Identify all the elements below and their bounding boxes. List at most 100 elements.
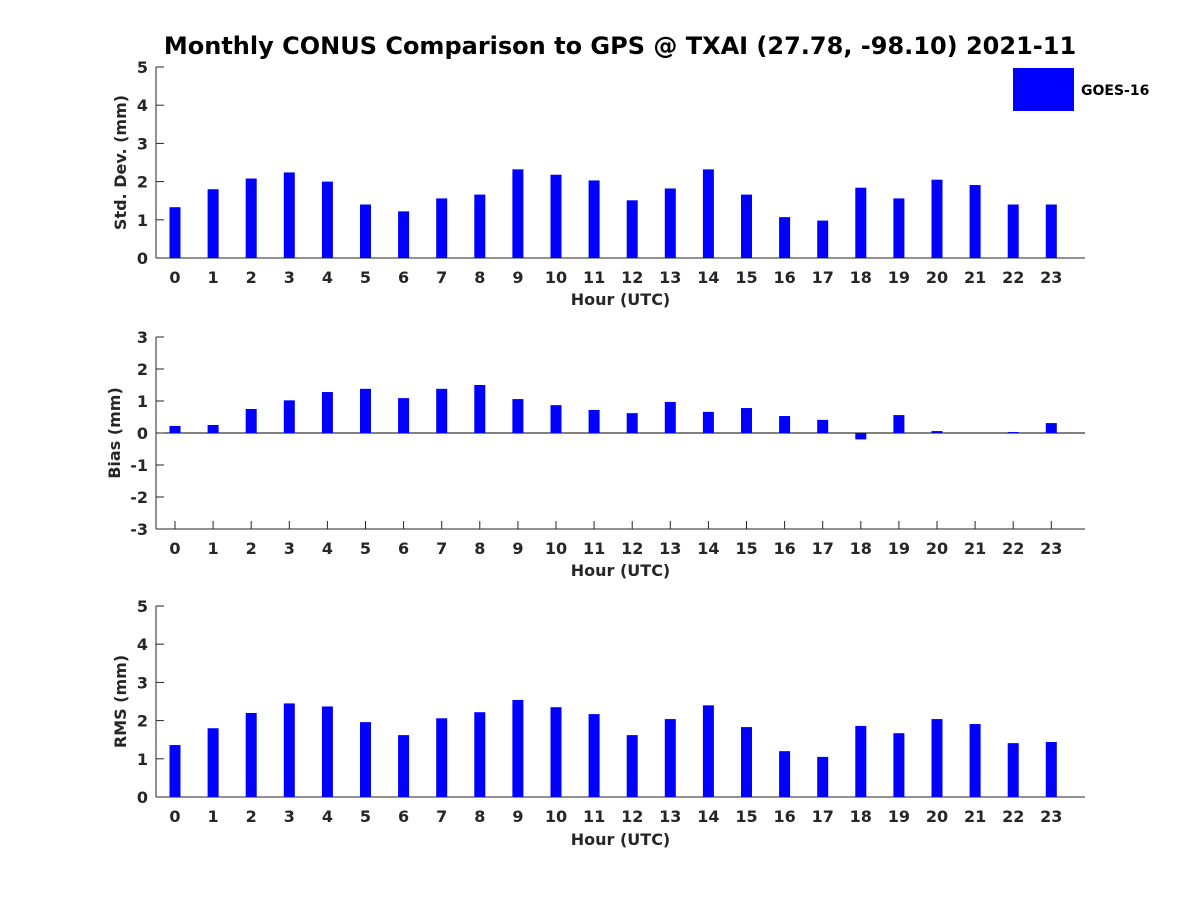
x-tick-label: 17 bbox=[812, 268, 834, 287]
x-tick-label: 0 bbox=[169, 807, 180, 826]
x-tick-label: 0 bbox=[169, 268, 180, 287]
x-tick-label: 0 bbox=[169, 539, 180, 558]
x-tick-label: 9 bbox=[512, 268, 523, 287]
x-tick-label: 6 bbox=[398, 539, 409, 558]
bar bbox=[779, 217, 791, 258]
x-tick-label: 10 bbox=[545, 268, 567, 287]
x-tick-label: 20 bbox=[926, 807, 948, 826]
x-tick-label: 8 bbox=[474, 539, 485, 558]
x-tick-label: 16 bbox=[773, 807, 795, 826]
y-tick-label: 1 bbox=[137, 392, 148, 411]
bar bbox=[360, 388, 371, 433]
bar bbox=[436, 718, 448, 797]
bar bbox=[321, 181, 333, 258]
bar bbox=[626, 200, 638, 258]
x-tick-label: 12 bbox=[621, 539, 643, 558]
bar bbox=[1007, 204, 1019, 258]
bar bbox=[588, 180, 600, 258]
bar bbox=[855, 725, 867, 797]
bar bbox=[474, 194, 486, 258]
x-tick-label: 17 bbox=[812, 539, 834, 558]
y-tick-label: 4 bbox=[137, 635, 148, 654]
x-tick-label: 4 bbox=[322, 539, 333, 558]
bar bbox=[741, 194, 752, 258]
x-tick-label: 23 bbox=[1040, 539, 1062, 558]
x-tick-label: 13 bbox=[659, 807, 681, 826]
x-tick-label: 10 bbox=[545, 807, 567, 826]
bar bbox=[398, 398, 410, 433]
y-tick-label: 4 bbox=[137, 96, 148, 115]
y-tick-label: -1 bbox=[130, 456, 148, 475]
y-tick-label: 0 bbox=[137, 249, 148, 268]
bar bbox=[245, 712, 257, 797]
legend-label: GOES-16 bbox=[1081, 83, 1149, 99]
bar bbox=[207, 189, 219, 258]
x-tick-label: 21 bbox=[964, 539, 986, 558]
y-tick-label: 1 bbox=[137, 211, 148, 230]
y-tick-label: 3 bbox=[137, 328, 148, 347]
bar bbox=[588, 409, 600, 433]
y-tick-label: 5 bbox=[137, 58, 148, 77]
x-tick-label: 19 bbox=[888, 539, 910, 558]
x-tick-label: 21 bbox=[964, 268, 986, 287]
x-tick-label: 7 bbox=[436, 268, 447, 287]
x-tick-label: 5 bbox=[360, 807, 371, 826]
legend: GOES-16 bbox=[1013, 68, 1149, 111]
x-tick-label: 14 bbox=[697, 539, 719, 558]
x-tick-label: 14 bbox=[697, 807, 719, 826]
x-tick-label: 23 bbox=[1040, 807, 1062, 826]
bar bbox=[169, 207, 181, 258]
x-tick-label: 1 bbox=[208, 268, 219, 287]
bar bbox=[664, 401, 676, 433]
bar bbox=[741, 408, 752, 433]
legend-swatch bbox=[1013, 68, 1074, 111]
x-tick-label: 4 bbox=[322, 268, 333, 287]
bar bbox=[550, 405, 562, 433]
x-tick-label: 22 bbox=[1002, 807, 1024, 826]
x-tick-label: 18 bbox=[850, 807, 872, 826]
x-tick-label: 20 bbox=[926, 268, 948, 287]
bar bbox=[893, 198, 905, 258]
y-tick-label: -3 bbox=[130, 520, 148, 539]
y-tick-label: 3 bbox=[137, 673, 148, 692]
bar bbox=[512, 699, 524, 797]
x-tick-label: 20 bbox=[926, 539, 948, 558]
bar bbox=[855, 433, 867, 440]
bar bbox=[169, 745, 181, 797]
x-tick-label: 5 bbox=[360, 268, 371, 287]
x-tick-label: 4 bbox=[322, 807, 333, 826]
y-tick-label: 0 bbox=[137, 424, 148, 443]
y-tick-label: 3 bbox=[137, 134, 148, 153]
x-tick-label: 9 bbox=[512, 539, 523, 558]
bar bbox=[283, 400, 295, 433]
y-tick-label: 0 bbox=[137, 788, 148, 807]
x-tick-label: 13 bbox=[659, 539, 681, 558]
x-tick-label: 18 bbox=[850, 268, 872, 287]
x-tick-label: 8 bbox=[474, 807, 485, 826]
bar bbox=[1007, 743, 1019, 797]
x-tick-label: 10 bbox=[545, 539, 567, 558]
x-tick-label: 7 bbox=[436, 807, 447, 826]
x-tick-label: 19 bbox=[888, 268, 910, 287]
x-tick-label: 23 bbox=[1040, 268, 1062, 287]
x-tick-label: 5 bbox=[360, 539, 371, 558]
bar bbox=[931, 719, 943, 797]
x-tick-label: 16 bbox=[773, 539, 795, 558]
bar bbox=[664, 188, 676, 258]
x-axis-label: Hour (UTC) bbox=[571, 561, 671, 580]
x-tick-label: 2 bbox=[246, 807, 257, 826]
y-tick-label: 2 bbox=[137, 360, 148, 379]
y-tick-label: 2 bbox=[137, 173, 148, 192]
bar bbox=[360, 204, 371, 258]
bar bbox=[1045, 423, 1057, 433]
x-tick-label: 15 bbox=[735, 807, 757, 826]
bar bbox=[398, 735, 410, 797]
y-axis-label: RMS (mm) bbox=[111, 655, 130, 748]
bar bbox=[512, 399, 524, 433]
bar bbox=[817, 756, 829, 797]
bar bbox=[931, 179, 943, 258]
bar bbox=[550, 174, 562, 258]
bar bbox=[588, 714, 600, 797]
